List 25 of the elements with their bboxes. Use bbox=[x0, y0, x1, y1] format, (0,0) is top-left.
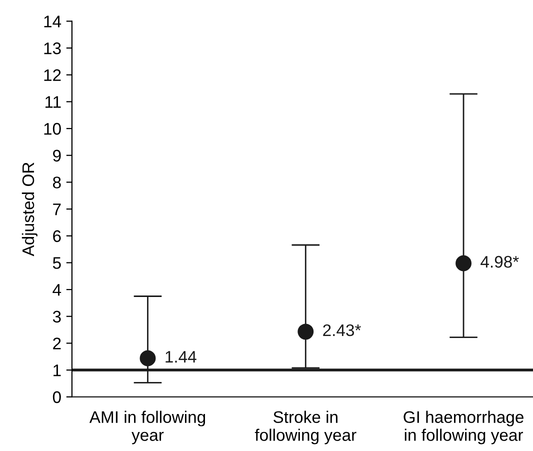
point bbox=[456, 255, 472, 272]
y-tick-label: 11 bbox=[46, 96, 61, 108]
y-tick-label: 2 bbox=[53, 338, 61, 350]
x-tick-label: GI haemorrhage in following year bbox=[404, 410, 524, 444]
y-tick-label: 10 bbox=[44, 122, 61, 135]
y-tick-label: 9 bbox=[53, 150, 61, 162]
x-tick-label: AMI in following year bbox=[89, 410, 206, 444]
point bbox=[298, 324, 314, 340]
y-tick-label: 5 bbox=[52, 257, 61, 269]
data-label: 4.98* bbox=[480, 256, 519, 268]
y-tick-label: 3 bbox=[52, 310, 61, 323]
y-tick-label: 8 bbox=[52, 176, 61, 188]
y-tick-label: 14 bbox=[44, 16, 62, 28]
y-tick-label: 0 bbox=[52, 391, 61, 404]
x-tick-label: Stroke in following year bbox=[254, 410, 356, 444]
y-axis-title: Adjusted OR bbox=[22, 162, 38, 256]
point bbox=[140, 350, 156, 366]
y-tick-label: 12 bbox=[44, 69, 61, 81]
y-tick-label: 6 bbox=[53, 230, 61, 242]
data-label: 2.43* bbox=[323, 324, 361, 336]
data-label: 1.44 bbox=[166, 351, 196, 363]
y-tick-label: 13 bbox=[44, 42, 61, 54]
y-tick-label: 1 bbox=[54, 364, 61, 376]
y-tick-label: 4 bbox=[52, 284, 62, 296]
y-tick-label: 7 bbox=[53, 204, 61, 216]
